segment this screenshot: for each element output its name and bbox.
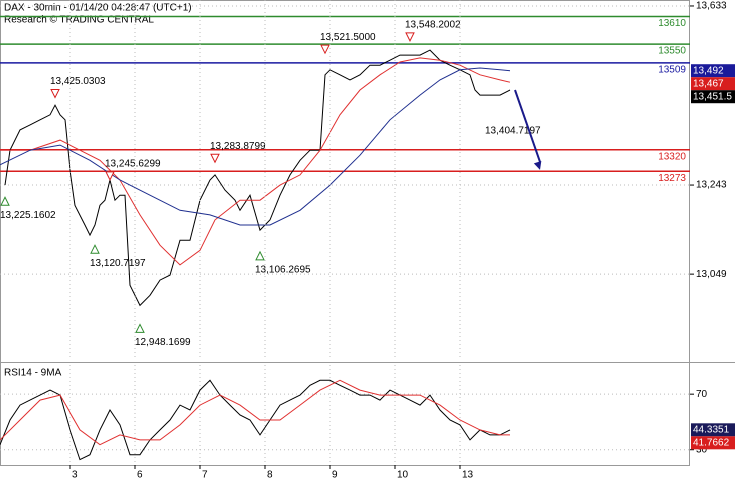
y-tick-label: 13,633 [696, 1, 727, 12]
low-marker [90, 244, 100, 254]
high-marker [405, 32, 415, 43]
x-tick-label: 10 [397, 470, 409, 480]
y-tick-label: 70 [696, 389, 708, 400]
series-line [0, 67, 511, 226]
level-label: 13273 [658, 173, 686, 184]
frame [0, 0, 690, 466]
annotation-label: 13,283.8799 [210, 141, 266, 152]
price-tag-label: 13,451.5 [693, 91, 732, 102]
price-tag [691, 423, 735, 437]
level-label: 13509 [658, 65, 686, 76]
low-marker [255, 250, 265, 261]
chart-title: DAX - 30min - 01/14/20 04:28:47 (UTC+1) [4, 3, 192, 14]
low-marker [135, 323, 145, 333]
high-marker [320, 44, 330, 55]
series-line [0, 379, 510, 446]
forecast-arrow [514, 89, 541, 163]
level-label: 13320 [658, 151, 686, 162]
annotation-label: 13,404.7197 [485, 125, 541, 136]
price-tag [691, 436, 735, 450]
annotation-label: 13,120.7197 [90, 258, 146, 269]
level-label: 13550 [658, 46, 686, 57]
rsi-title: RSI14 - 9MA [4, 368, 62, 379]
x-tick-label: 6 [137, 470, 143, 480]
x-tick-label: 3 [72, 470, 78, 480]
x-tick-label: 8 [267, 470, 273, 480]
x-tick-label: 9 [332, 470, 338, 480]
high-marker [210, 153, 220, 164]
chart-subtitle: Research © TRADING CENTRAL [4, 15, 154, 26]
price-tag [691, 77, 735, 91]
series-line [4, 49, 511, 307]
price-tag-label: 13,492 [693, 65, 724, 76]
annotation-label: 13,425.0303 [50, 76, 106, 87]
series-line [0, 57, 511, 266]
annotation-label: 12,948.1699 [135, 337, 191, 348]
low-marker [0, 196, 10, 206]
high-marker [50, 88, 60, 99]
x-tick-label: 7 [202, 470, 208, 480]
annotation-label: 13,106.2695 [255, 264, 311, 275]
series-line [0, 379, 511, 461]
x-tick-label: 13 [462, 470, 474, 480]
price-tag [691, 90, 735, 104]
y-tick-label: 13,049 [696, 269, 727, 280]
y-tick-label: 30 [696, 444, 708, 455]
annotation-label: 13,548.2002 [405, 20, 461, 31]
level-label: 13610 [658, 18, 686, 29]
annotation-label: 13,225.1602 [0, 210, 56, 221]
y-tick-label: 13,243 [696, 180, 727, 191]
arrow-head [533, 160, 542, 170]
price-tag [691, 64, 735, 78]
price-tag-label: 13,467 [693, 78, 724, 89]
annotation-label: 13,521.5000 [320, 32, 376, 43]
annotation-label: 13,245.6299 [105, 158, 161, 169]
price-tag-label: 41.7662 [693, 437, 730, 448]
high-marker [105, 171, 115, 181]
price-tag-label: 44.3351 [693, 424, 730, 435]
